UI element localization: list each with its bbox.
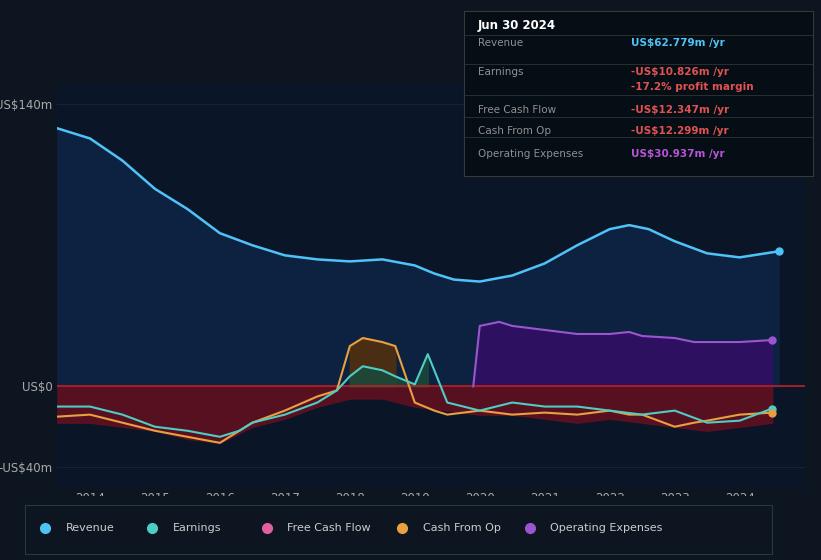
Text: US$62.779m /yr: US$62.779m /yr bbox=[631, 38, 725, 48]
Text: -US$12.299m /yr: -US$12.299m /yr bbox=[631, 126, 729, 136]
Text: Revenue: Revenue bbox=[478, 38, 523, 48]
Text: -US$10.826m /yr: -US$10.826m /yr bbox=[631, 67, 729, 77]
Text: Free Cash Flow: Free Cash Flow bbox=[287, 523, 371, 533]
Text: Cash From Op: Cash From Op bbox=[478, 126, 551, 136]
Text: US$30.937m /yr: US$30.937m /yr bbox=[631, 149, 725, 159]
Text: -17.2% profit margin: -17.2% profit margin bbox=[631, 82, 754, 92]
Text: Free Cash Flow: Free Cash Flow bbox=[478, 105, 556, 115]
Text: Earnings: Earnings bbox=[172, 523, 221, 533]
Text: Revenue: Revenue bbox=[66, 523, 114, 533]
Text: Operating Expenses: Operating Expenses bbox=[478, 149, 583, 159]
FancyBboxPatch shape bbox=[25, 505, 772, 553]
Text: Earnings: Earnings bbox=[478, 67, 523, 77]
Text: Jun 30 2024: Jun 30 2024 bbox=[478, 18, 556, 31]
Text: Operating Expenses: Operating Expenses bbox=[550, 523, 663, 533]
Text: Cash From Op: Cash From Op bbox=[423, 523, 501, 533]
Text: -US$12.347m /yr: -US$12.347m /yr bbox=[631, 105, 730, 115]
